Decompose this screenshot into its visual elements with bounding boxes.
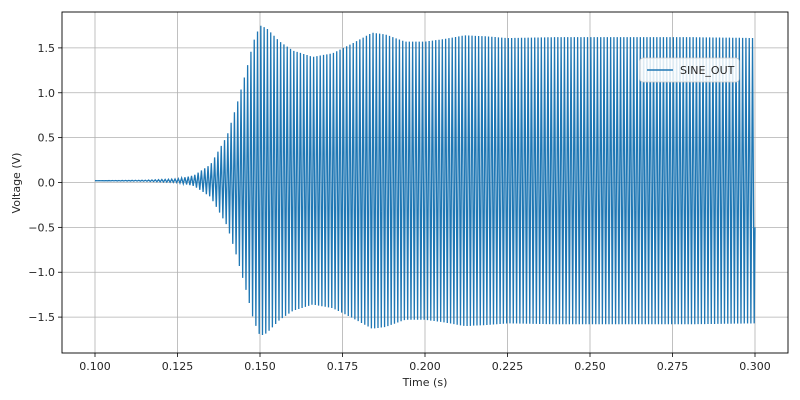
x-tick-label: 0.250 (574, 360, 606, 373)
x-tick-label: 0.175 (327, 360, 359, 373)
x-tick-label: 0.225 (492, 360, 524, 373)
y-tick-label: 0.5 (38, 132, 56, 145)
x-axis-label: Time (s) (402, 376, 448, 389)
x-tick-label: 0.300 (739, 360, 771, 373)
y-tick-label: −1.5 (28, 311, 55, 324)
plot-area (94, 25, 756, 335)
y-tick-label: 1.5 (38, 42, 56, 55)
legend-label-sine-out: SINE_OUT (680, 64, 735, 77)
legend-box (639, 57, 740, 83)
x-tick-label: 0.150 (244, 360, 276, 373)
y-tick-label: −1.0 (28, 266, 55, 279)
y-tick-label: −0.5 (28, 221, 55, 234)
x-tick-label: 0.275 (657, 360, 689, 373)
legend: SINE_OUT (639, 57, 740, 83)
y-axis-label: Voltage (V) (10, 153, 23, 214)
y-tick-label: 0.0 (38, 177, 56, 190)
y-tick-label: 1.0 (38, 87, 56, 100)
series-line-sine-out (94, 25, 756, 335)
x-tick-label: 0.200 (409, 360, 441, 373)
y-axis: −1.5 −1.0 −0.5 0.0 0.5 1.0 1.5 (28, 42, 62, 324)
x-tick-label: 0.100 (79, 360, 111, 373)
x-tick-label: 0.125 (162, 360, 194, 373)
x-axis: 0.100 0.125 0.150 0.175 0.200 0.225 0.250 0.275… (79, 353, 771, 373)
